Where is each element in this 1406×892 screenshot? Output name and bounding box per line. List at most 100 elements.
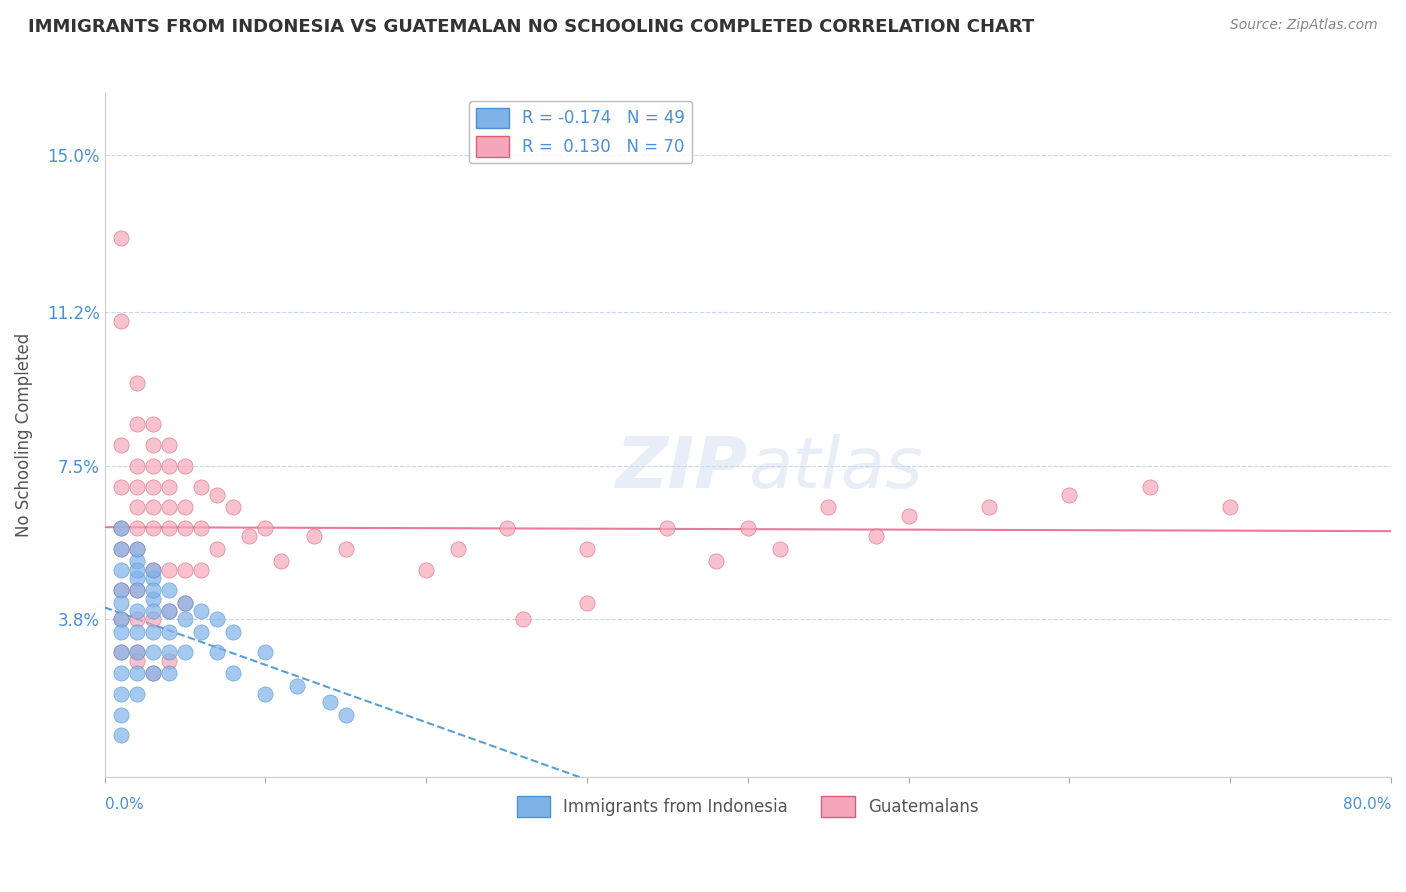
Point: [142, 645, 165, 659]
Point: [110, 728, 132, 742]
Point: [157, 583, 180, 598]
Point: [142, 666, 165, 681]
Point: [125, 583, 148, 598]
Point: [125, 654, 148, 668]
Point: [125, 687, 148, 701]
Point: [110, 707, 132, 722]
Point: [125, 604, 148, 618]
Point: [142, 591, 165, 606]
Point: [142, 583, 165, 598]
Point: [157, 604, 180, 618]
Point: [190, 604, 212, 618]
Point: [1219, 500, 1241, 515]
Point: [415, 562, 437, 576]
Point: [769, 541, 792, 556]
Point: [110, 666, 132, 681]
Point: [110, 541, 132, 556]
Point: [125, 562, 148, 576]
Point: [157, 458, 180, 473]
Point: [142, 438, 165, 452]
Point: [174, 562, 197, 576]
Point: [222, 500, 245, 515]
Point: [157, 500, 180, 515]
Point: [174, 521, 197, 535]
Point: [125, 666, 148, 681]
Point: [110, 231, 132, 245]
Point: [270, 554, 292, 568]
Point: [110, 438, 132, 452]
Point: [110, 596, 132, 610]
Point: [575, 596, 598, 610]
Point: [205, 541, 228, 556]
Point: [125, 554, 148, 568]
Text: 80.0%: 80.0%: [1343, 797, 1391, 813]
Point: [110, 562, 132, 576]
Point: [125, 458, 148, 473]
Point: [157, 654, 180, 668]
Point: [174, 645, 197, 659]
Point: [142, 500, 165, 515]
Point: [110, 583, 132, 598]
Point: [222, 624, 245, 639]
Point: [125, 571, 148, 585]
Point: [190, 562, 212, 576]
Text: Source: ZipAtlas.com: Source: ZipAtlas.com: [1230, 18, 1378, 32]
Point: [110, 479, 132, 493]
Point: [157, 438, 180, 452]
Point: [110, 624, 132, 639]
Point: [190, 479, 212, 493]
Point: [125, 645, 148, 659]
Point: [110, 687, 132, 701]
Point: [174, 596, 197, 610]
Legend: Immigrants from Indonesia, Guatemalans: Immigrants from Indonesia, Guatemalans: [510, 789, 986, 823]
Text: IMMIGRANTS FROM INDONESIA VS GUATEMALAN NO SCHOOLING COMPLETED CORRELATION CHART: IMMIGRANTS FROM INDONESIA VS GUATEMALAN …: [28, 18, 1035, 36]
Point: [205, 612, 228, 626]
Point: [142, 604, 165, 618]
Point: [174, 612, 197, 626]
Point: [125, 645, 148, 659]
Point: [222, 666, 245, 681]
Point: [142, 562, 165, 576]
Point: [142, 562, 165, 576]
Point: [575, 541, 598, 556]
Point: [142, 458, 165, 473]
Point: [142, 521, 165, 535]
Point: [125, 541, 148, 556]
Point: [205, 488, 228, 502]
Point: [1139, 479, 1161, 493]
Point: [157, 624, 180, 639]
Point: [125, 417, 148, 432]
Point: [865, 529, 887, 543]
Point: [142, 417, 165, 432]
Point: [977, 500, 1000, 515]
Point: [125, 583, 148, 598]
Point: [157, 666, 180, 681]
Point: [125, 479, 148, 493]
Point: [512, 612, 534, 626]
Point: [318, 695, 340, 709]
Point: [447, 541, 470, 556]
Point: [142, 479, 165, 493]
Point: [897, 508, 920, 523]
Point: [238, 529, 260, 543]
Point: [125, 500, 148, 515]
Point: [142, 612, 165, 626]
Point: [190, 521, 212, 535]
Text: ZIP: ZIP: [616, 434, 748, 503]
Point: [125, 521, 148, 535]
Point: [142, 624, 165, 639]
Point: [125, 541, 148, 556]
Point: [335, 541, 357, 556]
Point: [110, 612, 132, 626]
Point: [157, 521, 180, 535]
Point: [142, 666, 165, 681]
Point: [335, 707, 357, 722]
Point: [157, 604, 180, 618]
Point: [110, 645, 132, 659]
Point: [190, 624, 212, 639]
Point: [174, 596, 197, 610]
Point: [125, 612, 148, 626]
Point: [495, 521, 517, 535]
Point: [657, 521, 679, 535]
Point: [110, 612, 132, 626]
